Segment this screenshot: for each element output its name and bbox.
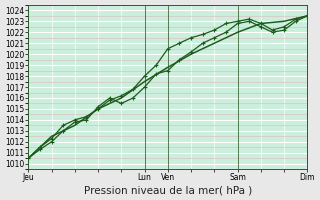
X-axis label: Pression niveau de la mer( hPa ): Pression niveau de la mer( hPa ) xyxy=(84,185,252,195)
